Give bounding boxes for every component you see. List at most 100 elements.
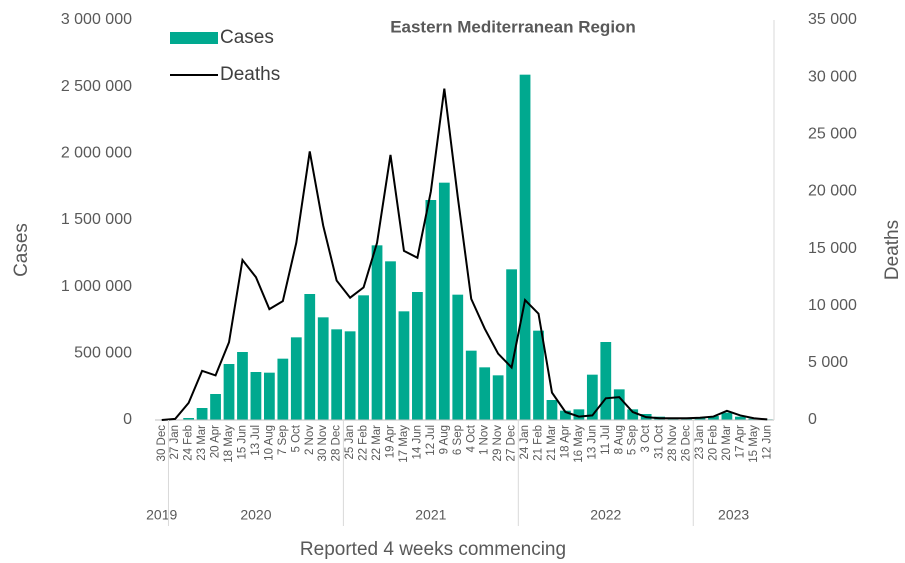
x-tick-label: 5 Oct xyxy=(290,424,302,452)
bar xyxy=(519,74,531,421)
x-tick-label: 19 Apr xyxy=(385,425,397,458)
y-tick-label: 1 500 000 xyxy=(61,211,132,228)
bar xyxy=(492,375,504,420)
x-tick-label: 4 Oct xyxy=(465,424,477,452)
x-group-label: 2021 xyxy=(415,507,446,523)
y2-tick-label: 20 000 xyxy=(808,183,857,200)
x-tick-label: 12 Jun xyxy=(761,425,773,460)
y2-tick-label: 0 xyxy=(808,411,817,428)
chart-title: Eastern Mediterranean Region xyxy=(390,17,636,36)
bar xyxy=(586,374,598,420)
bar xyxy=(210,394,221,420)
bar xyxy=(533,330,544,420)
x-tick-label: 21 Feb xyxy=(533,425,545,461)
x-group-label: 2020 xyxy=(240,507,271,523)
x-tick-label: 13 Jun xyxy=(586,425,598,460)
x-tick-label: 25 Jan xyxy=(344,425,356,460)
x-tick-label: 7 Sep xyxy=(277,425,289,455)
legend-label: Cases xyxy=(220,27,274,48)
bar xyxy=(331,329,343,420)
x-tick-label: 28 Dec xyxy=(331,425,343,462)
bar xyxy=(371,245,383,420)
y-axis-title: Cases xyxy=(11,223,32,277)
bar xyxy=(681,418,692,420)
x-tick-label: 20 Mar xyxy=(721,425,733,461)
x-tick-label: 17 May xyxy=(398,425,410,463)
x-tick-label: 24 Jan xyxy=(519,425,531,460)
x-tick-label: 3 Oct xyxy=(640,424,652,452)
bar xyxy=(385,261,396,420)
x-tick-label: 13 Jul xyxy=(250,425,262,456)
bar xyxy=(344,331,356,420)
bar xyxy=(560,410,571,420)
y-tick-label: 3 000 000 xyxy=(61,11,132,28)
bar xyxy=(250,372,262,420)
bar xyxy=(546,400,558,420)
x-tick-label: 30 Dec xyxy=(156,425,168,462)
x-tick-label: 14 Jun xyxy=(411,425,423,460)
bar xyxy=(183,418,195,420)
x-tick-label: 16 May xyxy=(573,425,585,463)
x-group-label: 2023 xyxy=(718,507,749,523)
bar xyxy=(506,269,517,420)
x-tick-label: 28 Nov xyxy=(667,425,679,462)
legend-label: Deaths xyxy=(220,64,280,85)
x-tick-label: 23 Mar xyxy=(196,425,208,461)
bar xyxy=(613,389,625,420)
bar xyxy=(398,311,410,420)
x-tick-label: 20 Feb xyxy=(707,425,719,461)
bar xyxy=(304,294,316,420)
y-tick-label: 2 000 000 xyxy=(61,145,132,162)
line xyxy=(161,88,768,421)
x-tick-label: 31 Oct xyxy=(654,424,666,459)
x-tick-label: 27 Dec xyxy=(506,425,518,462)
bar xyxy=(425,200,437,420)
y-tick-label: 1 000 000 xyxy=(61,278,132,295)
x-tick-label: 18 Apr xyxy=(559,425,571,458)
x-tick-label: 21 Mar xyxy=(546,425,558,461)
bar xyxy=(317,317,329,420)
x-tick-label: 6 Sep xyxy=(452,425,464,455)
x-tick-label: 8 Aug xyxy=(613,425,625,454)
bar xyxy=(627,409,639,420)
bar xyxy=(734,416,746,420)
bar xyxy=(263,372,275,420)
legend-swatch xyxy=(170,32,218,44)
x-tick-label: 29 Nov xyxy=(492,425,504,462)
bar xyxy=(479,367,491,420)
bar xyxy=(358,295,369,420)
y-tick-label: 500 000 xyxy=(74,345,132,362)
bar xyxy=(708,416,719,420)
x-group-label: 2019 xyxy=(146,507,177,523)
x-tick-label: 22 Mar xyxy=(371,425,383,461)
y-tick-label: 0 xyxy=(123,411,132,428)
bar xyxy=(237,352,248,420)
x-tick-label: 30 Nov xyxy=(317,425,329,462)
x-tick-label: 15 Jun xyxy=(236,425,248,460)
bar xyxy=(694,418,706,420)
bar xyxy=(573,409,585,420)
y2-tick-label: 25 000 xyxy=(808,126,857,143)
y2-tick-label: 15 000 xyxy=(808,240,857,257)
bar xyxy=(748,418,760,420)
x-tick-label: 27 Jan xyxy=(169,425,181,460)
x-tick-label: 22 Feb xyxy=(358,425,370,461)
bar xyxy=(223,364,235,420)
bar xyxy=(721,412,733,420)
x-tick-label: 1 Nov xyxy=(479,425,491,455)
bar xyxy=(600,342,612,420)
y2-tick-label: 5 000 xyxy=(808,354,848,371)
bar xyxy=(452,294,464,420)
y2-tick-label: 30 000 xyxy=(808,68,857,85)
x-tick-label: 10 Aug xyxy=(263,425,275,461)
x-group-label: 2022 xyxy=(590,507,621,523)
x-tick-label: 2 Nov xyxy=(304,425,316,455)
x-tick-label: 9 Aug xyxy=(438,425,450,454)
y2-axis-title: Deaths xyxy=(882,220,903,280)
bar xyxy=(465,350,477,420)
x-axis-title: Reported 4 weeks commencing xyxy=(300,539,566,560)
bar xyxy=(290,337,302,420)
bar xyxy=(196,408,208,420)
x-tick-label: 20 Apr xyxy=(210,425,222,458)
y-tick-label: 2 500 000 xyxy=(61,78,132,95)
